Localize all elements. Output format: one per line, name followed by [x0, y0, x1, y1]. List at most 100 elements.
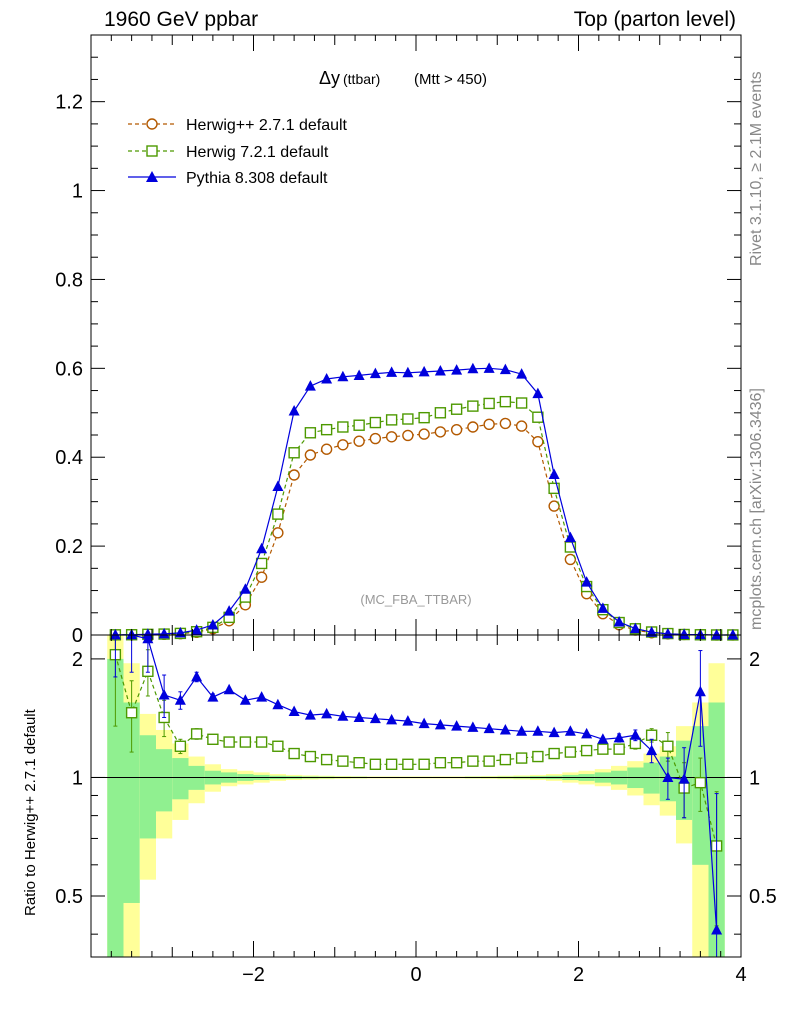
ratio-data-point: [207, 691, 219, 702]
ratio-data-point: [239, 694, 251, 705]
ratio-data-point: [142, 632, 154, 644]
ratio-plot-series: [91, 632, 741, 958]
ratio-data-point: [402, 715, 414, 726]
main-data-point: [256, 542, 268, 554]
ratio-y-tick-label: 2: [72, 649, 83, 671]
ratio-data-point: [174, 740, 187, 752]
ratio-data-point: [483, 755, 495, 767]
legend-entry-herwigpp: Herwig++ 2.7.1 default: [128, 117, 348, 134]
ratio-data-point: [580, 744, 593, 757]
band-inner-bin: [139, 735, 156, 839]
ratio-y-tick-label-right: 1: [749, 767, 760, 789]
ratio-data-point: [418, 758, 430, 770]
ratio-data-point: [564, 746, 577, 758]
band-inner-bin: [156, 749, 173, 812]
ratio-data-point: [223, 736, 235, 748]
main-data-point: [304, 380, 316, 391]
main-data-point: [515, 397, 528, 409]
ratio-data-point: [629, 729, 641, 740]
main-data-point: [385, 431, 398, 443]
legend-marker-herwig7: [146, 145, 158, 157]
main-data-point: [288, 405, 300, 416]
main-data-point: [483, 362, 495, 373]
ratio-data-point: [532, 725, 544, 736]
ratio-data-point: [451, 720, 463, 731]
main-data-point: [158, 627, 170, 639]
main-data-point: [321, 373, 333, 384]
main-data-point: [385, 414, 398, 426]
ratio-data-point: [597, 733, 609, 744]
main-data-point: [499, 363, 511, 375]
main-title-subscript: (ttbar): [343, 71, 380, 87]
ratio-data-point: [694, 685, 706, 697]
ratio-data-point: [320, 753, 333, 766]
ratio-data-point: [125, 707, 138, 719]
ratio-y-tick-label: 1: [72, 767, 83, 789]
main-data-point: [353, 419, 365, 431]
main-data-point: [304, 449, 317, 461]
main-data-point: [272, 480, 284, 492]
main-data-point: [564, 531, 576, 543]
main-data-point: [109, 628, 121, 640]
ratio-data-point: [174, 694, 186, 705]
main-data-point: [450, 403, 463, 415]
main-data-point: [272, 508, 284, 520]
ratio-data-point: [515, 752, 528, 764]
main-data-point: [288, 469, 300, 481]
main-data-point: [548, 468, 560, 480]
ratio-data-point: [597, 743, 609, 755]
ratio-x-tick-label: 0: [410, 964, 421, 986]
ratio-data-point: [402, 758, 414, 770]
band-inner-bin: [107, 658, 124, 957]
analysis-watermark: (MC_FBA_TTBAR): [360, 592, 471, 607]
ratio-data-point: [191, 670, 203, 682]
ratio-data-point: [646, 744, 658, 756]
header-energy: 1960 GeV ppbar: [104, 8, 259, 31]
main-data-point: [418, 411, 430, 424]
main-data-point: [613, 615, 625, 627]
main-data-point: [711, 628, 723, 640]
mc-uncertainty-bands: [107, 635, 725, 957]
legend: Herwig++ 2.7.1 default Herwig 7.2.1 defa…: [128, 117, 348, 187]
band-inner-bin: [172, 758, 189, 800]
main-data-point: [678, 628, 690, 639]
main-data-point: [597, 602, 609, 613]
main-data-point: [646, 626, 658, 637]
main-data-point: [320, 423, 333, 436]
legend-entry-pythia: Pythia 8.308 default: [128, 170, 328, 187]
ratio-data-point: [418, 717, 430, 729]
main-data-point: [499, 395, 512, 408]
main-data-point: [304, 427, 317, 439]
main-data-point: [629, 622, 641, 634]
ratio-data-point: [272, 740, 284, 752]
main-data-point: [386, 366, 398, 377]
ratio-data-point: [662, 771, 674, 782]
ratio-data-point: [564, 725, 576, 736]
ratio-y-tick-label-right: 0.5: [749, 886, 777, 908]
ratio-data-point: [190, 728, 203, 740]
legend-marker-herwigpp: [146, 118, 158, 130]
main-plot-series: [109, 362, 739, 641]
ratio-data-point: [256, 691, 268, 702]
ratio-data-point: [239, 736, 252, 748]
main-data-point: [483, 397, 495, 410]
ratio-data-point: [158, 688, 170, 700]
main-y-tick-label: 0.4: [55, 447, 83, 469]
main-data-point: [451, 364, 463, 375]
main-data-point: [402, 429, 414, 442]
ratio-data-point: [694, 776, 707, 789]
plot-axes: 00.20.40.60.811.2−2 0 2 40.5 0.51 12 2: [55, 34, 777, 986]
main-data-point: [467, 400, 479, 412]
ratio-data-point: [207, 733, 219, 745]
ratio-x-tick-label: −2: [242, 964, 265, 986]
main-data-point: [255, 557, 268, 570]
ratio-data-point: [434, 757, 447, 769]
ratio-data-point: [304, 709, 316, 720]
main-data-point: [434, 407, 447, 419]
ratio-y-tick-label-right: 2: [749, 649, 760, 671]
ratio-data-point: [548, 726, 560, 738]
main-data-point: [255, 571, 268, 583]
ratio-data-point: [288, 747, 300, 760]
ratio-data-point: [369, 758, 382, 770]
